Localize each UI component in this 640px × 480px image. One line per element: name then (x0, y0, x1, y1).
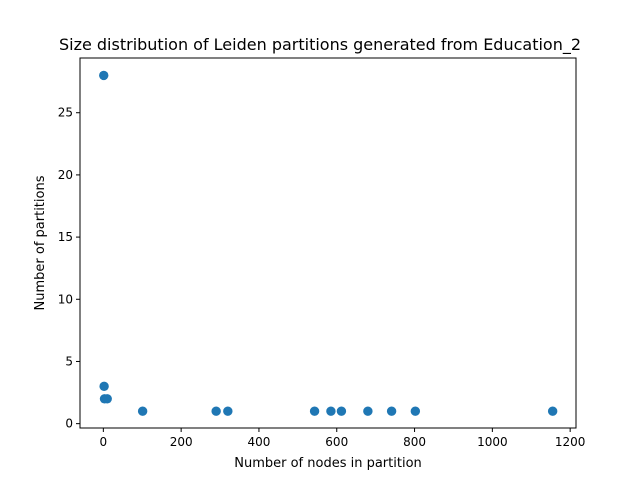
y-axis-label: Number of partitions (33, 175, 48, 310)
plot-area: 0 200 400 600 800 1000 1200 0 5 10 15 20 25 (58, 70, 586, 449)
data-point (99, 70, 109, 81)
y-tick-label: 25 (58, 106, 73, 120)
y-tick-label: 15 (58, 230, 73, 244)
x-tick-label: 400 (247, 435, 270, 449)
y-tick-label: 5 (65, 354, 73, 368)
data-point (309, 406, 320, 416)
data-point (363, 406, 373, 416)
y-tick-label: 20 (58, 168, 73, 182)
axes-frame (79, 57, 577, 429)
x-axis-label: Number of nodes in partition (234, 456, 422, 471)
chart-title: Size distribution of Leiden partitions g… (59, 35, 581, 55)
data-point (102, 394, 112, 404)
data-point (410, 406, 421, 416)
data-point (137, 406, 148, 416)
x-tick-label: 200 (170, 435, 193, 449)
y-tick-label: 0 (65, 417, 73, 431)
data-point (223, 406, 233, 416)
data-point (336, 406, 347, 416)
data-point (211, 406, 221, 416)
y-tick-label: 10 (58, 292, 73, 306)
x-tick-label: 0 (100, 435, 108, 449)
data-point (386, 406, 397, 416)
x-tick-label: 800 (403, 435, 426, 449)
data-point (547, 406, 558, 416)
x-tick-label: 600 (325, 435, 348, 449)
x-tick-label: 1000 (477, 435, 508, 449)
x-tick-label: 1200 (555, 435, 586, 449)
data-point (99, 381, 109, 392)
data-point (326, 406, 336, 416)
